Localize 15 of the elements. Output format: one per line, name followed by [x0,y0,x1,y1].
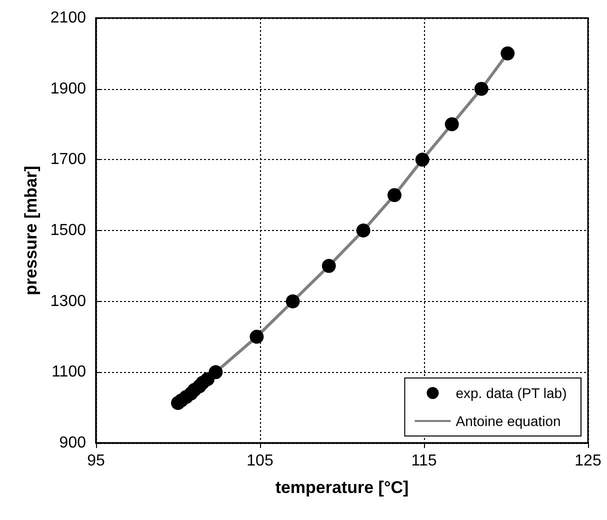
y-axis-title: pressure [mbar] [22,166,41,296]
y-tick-label: 1300 [50,292,86,310]
y-tick-label: 900 [59,434,86,452]
y-tick-label: 1900 [50,80,86,98]
y-tick-label: 2100 [50,10,86,26]
y-tick-label: 1100 [52,364,86,381]
x-tick-label: 95 [87,452,105,470]
y-tick-label: 1700 [50,151,86,168]
legend-label: Antoine equation [456,413,561,429]
x-tick-label: 125 [574,452,602,470]
x-tick-label: 115 [411,452,437,470]
y-tick-label: 1500 [50,222,86,239]
legend-label: exp. data (PT lab) [456,385,567,401]
x-tick-label: 105 [246,452,274,470]
x-axis-title: temperature [°C] [275,478,409,497]
